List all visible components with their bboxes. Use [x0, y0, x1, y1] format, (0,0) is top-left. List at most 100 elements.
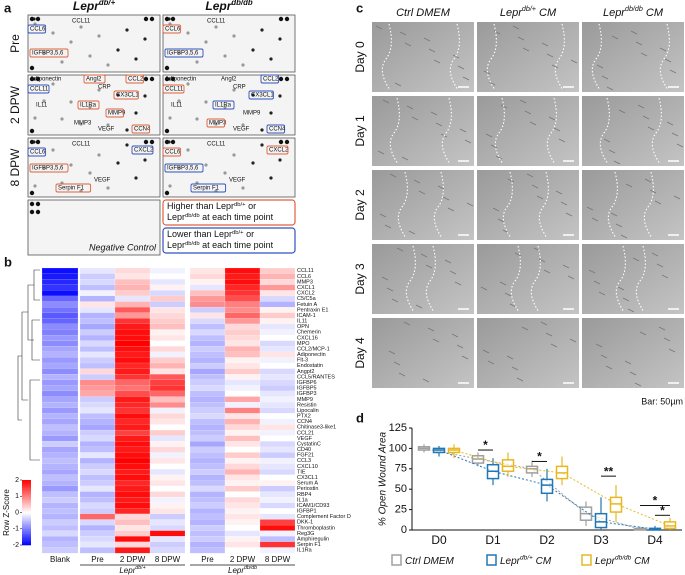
cell-texture	[449, 270, 457, 275]
legend-swatch	[391, 554, 402, 566]
protein-label: IL1Ra	[215, 103, 232, 109]
heatmap-cell	[149, 485, 186, 492]
legend-text: Leprdb/db​ at each time point	[167, 240, 274, 250]
scale-bar-label: Bar: 50µm	[641, 396, 683, 406]
colorbar-step	[22, 483, 31, 486]
heatmap-cell	[114, 267, 151, 274]
reference-spot	[29, 190, 35, 196]
heatmap-cell	[259, 413, 296, 420]
cell-texture	[654, 200, 662, 205]
heatmap-cell	[79, 497, 116, 503]
heatmap-cell	[149, 290, 186, 297]
text: Lepr	[73, 0, 100, 13]
protein-label: VEGF	[233, 127, 250, 133]
spot	[232, 88, 236, 92]
colorbar-tick-label: -2	[13, 542, 19, 549]
text: Lepr	[228, 566, 244, 575]
heatmap-cell	[79, 441, 116, 448]
text: Lepr	[205, 0, 232, 13]
heatmap-cell	[41, 452, 79, 459]
heatmap-cell	[224, 379, 261, 386]
heatmap-cell	[79, 502, 116, 509]
text: Lepr	[119, 566, 135, 575]
heatmap-cell	[79, 295, 116, 302]
colorbar-step	[22, 519, 31, 521]
heatmap-cell	[149, 284, 186, 291]
significance-label: *	[483, 438, 488, 452]
heatmap-cell	[41, 284, 79, 291]
array-membrane	[27, 14, 161, 73]
spot	[260, 143, 264, 147]
spot	[42, 51, 46, 55]
reference-spot	[149, 139, 155, 145]
cell-texture	[669, 69, 677, 74]
cell-texture	[639, 331, 647, 336]
micrograph	[372, 318, 474, 388]
heatmap-cell	[41, 480, 79, 487]
row-label: OPN	[297, 324, 309, 330]
column-label: 8 DPW	[265, 555, 291, 564]
heatmap-cell	[149, 536, 186, 543]
cell-texture	[433, 59, 441, 64]
protein-label: Angl2	[86, 77, 102, 83]
heatmap-cell	[79, 530, 116, 537]
protein-label: CXCL2	[269, 148, 289, 154]
protein-label: CRP	[233, 85, 246, 91]
heatmap-cell	[224, 312, 261, 319]
heatmap-cell	[114, 362, 151, 369]
cell-texture	[485, 133, 493, 138]
row-label: Day 3	[353, 263, 367, 295]
row-label: Thromboplastin	[297, 525, 335, 531]
row-label: Serum A	[297, 481, 318, 487]
reference-spot	[284, 76, 290, 82]
heatmap-cell	[79, 491, 116, 498]
reference-spot	[143, 76, 149, 82]
protein-label: MMP3	[209, 121, 227, 127]
protein-label: IL1Ra	[80, 103, 97, 109]
spot	[106, 63, 110, 67]
heatmap-cell	[114, 441, 151, 448]
heatmap-cell	[259, 284, 296, 291]
heatmap-cell	[41, 290, 79, 297]
row-label: MMP3	[297, 279, 313, 285]
row-label: VEGF	[297, 436, 313, 442]
spot	[214, 122, 218, 126]
heatmap-cell	[149, 340, 186, 347]
colorbar-step	[22, 520, 31, 523]
heatmap-cell	[114, 413, 151, 420]
cell-texture	[462, 76, 470, 81]
heatmap-cell	[114, 273, 151, 280]
group-label: Leprdb/db​	[228, 566, 257, 575]
x-tick-label: D2	[539, 533, 555, 547]
heatmap-cell	[224, 351, 261, 358]
row-label: CXCL10	[297, 464, 318, 470]
heatmap-cell	[224, 413, 261, 420]
heatmap-cell	[149, 357, 186, 364]
heatmap-cell	[149, 497, 186, 503]
legend-swatch	[581, 554, 592, 566]
cell-texture	[673, 195, 681, 200]
spot	[134, 111, 138, 115]
colorbar-step	[22, 533, 31, 536]
cell-texture	[427, 327, 435, 332]
heatmap-cell	[189, 273, 226, 280]
cell-texture	[500, 104, 508, 109]
micrograph	[372, 22, 474, 92]
heatmap-cell	[41, 413, 79, 420]
row-label: Day 1	[353, 115, 367, 147]
colorbar-step	[22, 514, 31, 517]
row-label: IGFBP3	[297, 391, 317, 397]
heatmap-cell	[79, 474, 116, 481]
text: CM	[536, 7, 557, 19]
protein-label: CCL11	[30, 87, 49, 93]
text: at each time point	[200, 212, 274, 222]
colorbar-step	[22, 512, 31, 515]
wound-edge	[635, 245, 646, 313]
heatmap-cell	[79, 346, 116, 353]
spot	[125, 128, 129, 132]
heatmap-cell	[189, 346, 226, 353]
cell-texture	[647, 126, 655, 131]
heatmap-cell	[189, 390, 226, 397]
colorbar-step	[22, 494, 31, 497]
spot	[42, 166, 46, 170]
